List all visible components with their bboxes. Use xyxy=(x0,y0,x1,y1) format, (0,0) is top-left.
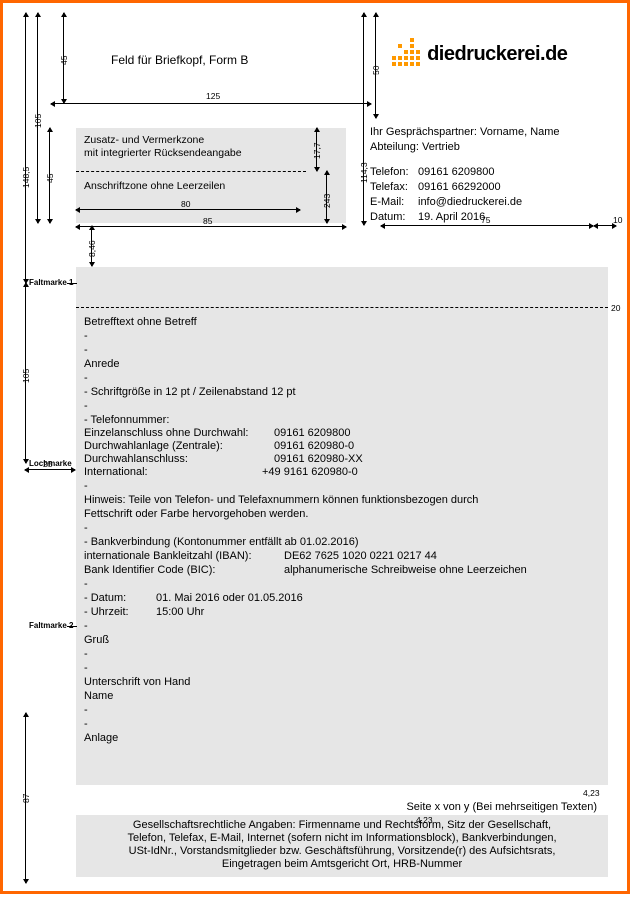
dim-423a-lbl: 4,23 xyxy=(583,788,600,798)
dim-45-top-lbl: 45 xyxy=(59,56,69,65)
iban-v: DE62 7625 1020 0221 0217 44 xyxy=(284,550,437,562)
body-text-zone: Betrefftext ohne Betreff -- Anrede - - S… xyxy=(76,267,608,785)
dim-1143-lbl: 114,3 xyxy=(359,162,369,183)
unterschrift: Unterschrift von Hand xyxy=(84,675,600,689)
tel-r4-v: +49 9161 620980-0 xyxy=(262,466,358,478)
dim-20-lbl: 20 xyxy=(611,303,620,313)
dim-50-lbl: 50 xyxy=(371,66,381,75)
footer-l3: USt-IdNr., Vorstandsmitglieder bzw. Gesc… xyxy=(86,845,598,858)
dim-125 xyxy=(51,103,371,104)
dim-125-lbl: 125 xyxy=(206,91,220,101)
uhr-l: - Uhrzeit: xyxy=(84,605,156,619)
hinweis-l2: Fettschrift oder Farbe hervorgehoben wer… xyxy=(84,507,600,521)
footer-l4: Eingetragen beim Amtsgericht Ort, HRB-Nu… xyxy=(86,858,598,871)
dim-243-lbl: 243 xyxy=(322,194,332,208)
fax-value: 09161 66292000 xyxy=(418,181,501,193)
tel-r3-v: 09161 620980-XX xyxy=(274,453,363,465)
dim-1143 xyxy=(363,13,364,225)
datum-l: - Datum: xyxy=(84,591,156,605)
footer-l2: Telefon, Telefax, E-Mail, Internet (sofe… xyxy=(86,832,598,845)
dim-85 xyxy=(76,226,346,227)
tel-r2-v: 09161 620980-0 xyxy=(274,440,354,452)
zusatz-l2: mit integrierter Rücksendeangabe xyxy=(84,147,242,160)
footer-l1: Gesellschaftsrechtliche Angaben: Firmenn… xyxy=(86,819,598,832)
dim-105b-lbl: 105 xyxy=(21,369,31,383)
hinweis-l1: Hinweis: Teile von Telefon- und Telefaxn… xyxy=(84,493,600,507)
logo-dots-icon xyxy=(392,38,424,70)
tel-r1-l: Einzelanschluss ohne Durchwahl: xyxy=(84,427,274,440)
body-separator xyxy=(76,307,608,308)
dim-105-lbl: 105 xyxy=(33,114,43,128)
zusatz-l1: Zusatz- und Vermerkzone xyxy=(84,134,242,147)
dim-45b-lbl: 45 xyxy=(45,174,55,183)
lochmarke: Lochmarke xyxy=(29,459,72,468)
dim-80-lbl: 80 xyxy=(181,199,190,209)
dim-10 xyxy=(594,225,616,226)
betreff: Betrefftext ohne Betreff xyxy=(84,315,600,329)
bic-v: alphanumerische Schreibweise ohne Leerze… xyxy=(284,564,527,576)
dim-87-lbl: 87 xyxy=(21,794,31,803)
dim-10-lbl: 10 xyxy=(613,215,622,225)
mail-label: E-Mail: xyxy=(370,195,418,210)
tel-r4-l: International: xyxy=(84,466,262,479)
contact-dept: Abteilung: Vertrieb xyxy=(370,140,575,155)
datum-v: 01. Mai 2016 oder 01.05.2016 xyxy=(156,592,303,604)
dim-1485 xyxy=(25,13,26,283)
contact-block: Ihr Gesprächspartner: Vorname, Name Abte… xyxy=(370,125,575,225)
mail-value: info@diedruckerei.de xyxy=(418,196,522,208)
contact-partner: Ihr Gesprächspartner: Vorname, Name xyxy=(370,125,575,140)
anlage: Anlage xyxy=(84,731,600,745)
tel-label: Telefon: xyxy=(370,165,418,180)
dim-177-lbl: 17,7 xyxy=(312,142,322,159)
gruss: Gruß xyxy=(84,633,600,647)
footer-zone: Gesellschaftsrechtliche Angaben: Firmenn… xyxy=(76,815,608,877)
page-content: Feld für Briefkopf, Form B diedruckerei.… xyxy=(21,13,617,881)
name: Name xyxy=(84,689,600,703)
date-value: 19. April 2016 xyxy=(418,211,485,223)
seite-label: Seite x von y (Bei mehrseitigen Texten) xyxy=(406,801,597,813)
iban-l: internationale Bankleitzahl (IBAN): xyxy=(84,549,284,563)
fax-label: Telefax: xyxy=(370,180,418,195)
page-frame: Feld für Briefkopf, Form B diedruckerei.… xyxy=(0,0,630,894)
dim-75-lbl: 75 xyxy=(481,215,490,225)
dim-80 xyxy=(76,209,300,210)
anrede: Anrede xyxy=(84,357,600,371)
dim-75 xyxy=(381,225,593,226)
tel-value: 09161 6209800 xyxy=(418,166,494,178)
dim-423b-lbl: 4,23 xyxy=(416,815,433,825)
bic-l: Bank Identifier Code (BIC): xyxy=(84,563,284,577)
tel-r1-v: 09161 6209800 xyxy=(274,427,350,439)
bank-header: - Bankverbindung (Kontonummer entfällt a… xyxy=(84,535,600,549)
date-label: Datum: xyxy=(370,210,418,225)
uhr-v: 15:00 Uhr xyxy=(156,606,204,618)
tel-r3-l: Durchwahlanschluss: xyxy=(84,453,274,466)
dim-846-lbl: 8,46 xyxy=(87,240,97,257)
logo: diedruckerei.de xyxy=(392,38,602,78)
dim-85-lbl: 85 xyxy=(203,216,212,226)
dim-1485-lbl: 148,5 xyxy=(21,167,31,188)
zone1-separator xyxy=(76,171,306,172)
faltmarke-2-tick xyxy=(67,626,77,627)
briefkopf-label: Feld für Briefkopf, Form B xyxy=(111,53,248,67)
anschrift-label: Anschriftzone ohne Leerzeilen xyxy=(84,180,225,192)
schriftgroesse: - Schriftgröße in 12 pt / Zeilenabstand … xyxy=(84,385,600,399)
faltmarke-1-tick xyxy=(67,283,77,284)
dim-25 xyxy=(25,469,75,470)
logo-text: diedruckerei.de xyxy=(427,43,567,66)
tel-header: - Telefonnummer: xyxy=(84,413,600,427)
tel-r2-l: Durchwahlanlage (Zentrale): xyxy=(84,440,274,453)
